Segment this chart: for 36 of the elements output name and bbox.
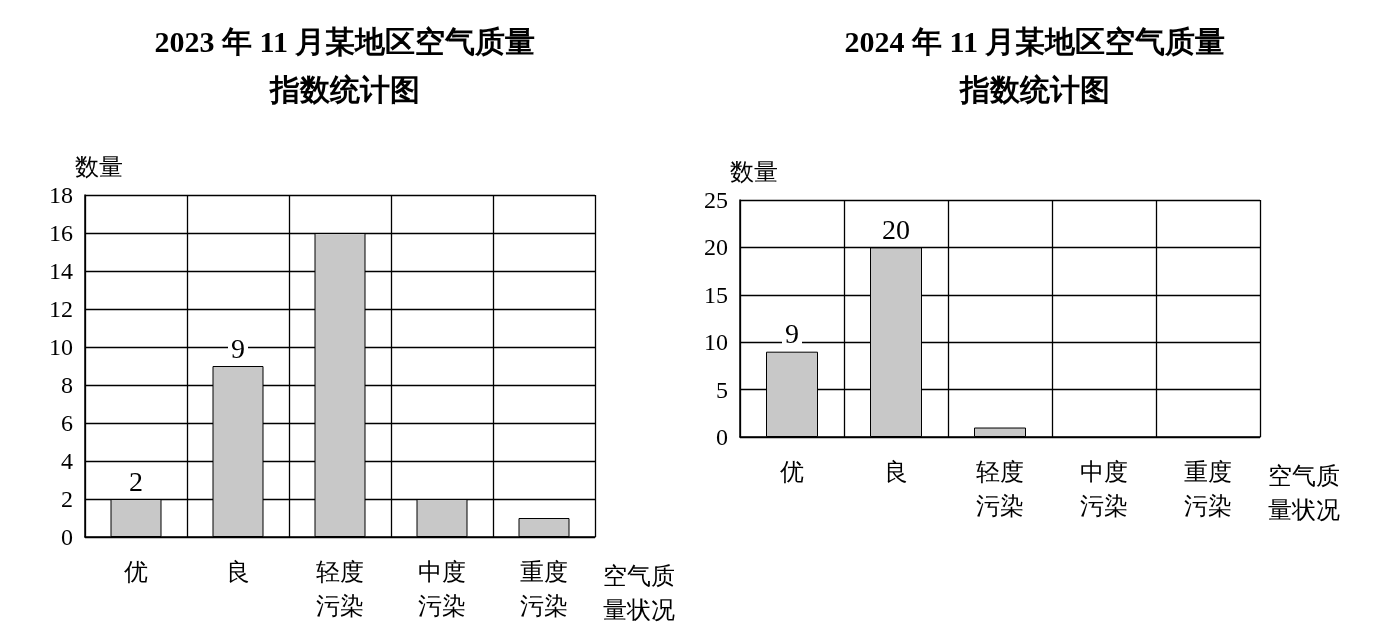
x-tick-label: 良 [884,459,908,485]
y-axis-title: 数量 [730,159,778,185]
y-tick-label: 15 [704,281,728,308]
x-tick-label: 良 [226,559,250,585]
y-tick-label: 25 [704,187,728,213]
x-tick-label: 优 [780,459,804,485]
data-label: 9 [231,332,245,364]
y-tick-label: 0 [716,424,728,450]
y-tick-label: 2 [61,486,73,512]
x-tick-label: 中度污染 [1080,459,1128,519]
x-tick-label: 中度污染 [418,559,466,619]
data-label: 2 [129,465,143,497]
x-tick-label: 重度污染 [520,559,568,619]
y-tick-label: 0 [61,524,73,550]
y-tick-label: 8 [61,372,73,398]
chart-title: 2024 年 11 月某地区空气质量指数统计图 [844,24,1226,106]
x-axis-title: 空气质量状况 [603,563,675,623]
data-label: 20 [882,213,910,245]
y-tick-label: 4 [61,448,73,474]
y-axis-title: 数量 [75,154,123,180]
y-tick-label: 16 [49,220,73,246]
x-axis-title: 空气质量状况 [1268,463,1340,523]
y-tick-label: 10 [704,329,728,356]
x-tick-label: 轻度污染 [976,459,1024,519]
y-tick-label: 12 [49,296,73,322]
y-tick-label: 20 [704,234,728,261]
chart-title: 2023 年 11 月某地区空气质量指数统计图 [154,24,536,106]
y-tick-label: 6 [61,410,73,436]
y-tick-label: 18 [49,182,73,208]
x-tick-label: 轻度污染 [316,559,364,619]
x-tick-label: 优 [124,559,148,585]
y-tick-label: 5 [716,376,728,403]
data-label: 9 [785,318,799,350]
y-tick-label: 14 [49,258,73,284]
x-tick-label: 重度污染 [1184,459,1232,519]
y-tick-label: 10 [49,334,73,360]
